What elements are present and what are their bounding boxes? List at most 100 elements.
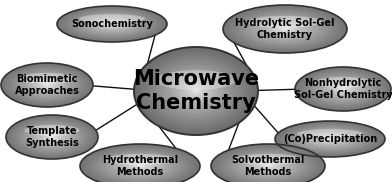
Ellipse shape xyxy=(109,155,171,177)
Ellipse shape xyxy=(152,60,240,122)
Ellipse shape xyxy=(300,129,360,149)
Ellipse shape xyxy=(325,81,361,97)
Ellipse shape xyxy=(30,126,74,148)
Ellipse shape xyxy=(136,165,144,167)
Ellipse shape xyxy=(326,138,334,140)
Ellipse shape xyxy=(127,161,153,171)
Ellipse shape xyxy=(90,17,134,31)
Ellipse shape xyxy=(88,147,192,182)
Ellipse shape xyxy=(257,18,313,40)
Ellipse shape xyxy=(7,66,87,104)
Ellipse shape xyxy=(269,23,301,35)
Ellipse shape xyxy=(225,6,345,52)
Ellipse shape xyxy=(301,70,385,108)
Ellipse shape xyxy=(225,149,311,182)
Ellipse shape xyxy=(165,69,227,113)
Ellipse shape xyxy=(62,8,162,40)
Ellipse shape xyxy=(310,74,376,104)
Ellipse shape xyxy=(278,122,382,156)
Ellipse shape xyxy=(96,19,127,29)
Ellipse shape xyxy=(137,165,143,167)
Ellipse shape xyxy=(280,27,290,31)
Ellipse shape xyxy=(137,49,255,133)
Ellipse shape xyxy=(29,126,75,148)
Ellipse shape xyxy=(185,83,207,99)
Ellipse shape xyxy=(281,123,379,155)
Ellipse shape xyxy=(241,156,295,176)
Ellipse shape xyxy=(236,10,335,48)
Ellipse shape xyxy=(264,165,272,167)
Ellipse shape xyxy=(314,134,346,144)
Ellipse shape xyxy=(24,123,80,151)
Ellipse shape xyxy=(322,136,338,142)
Ellipse shape xyxy=(180,80,212,102)
Ellipse shape xyxy=(182,81,210,101)
Ellipse shape xyxy=(17,71,77,99)
Ellipse shape xyxy=(38,81,56,89)
Ellipse shape xyxy=(157,64,235,118)
Ellipse shape xyxy=(2,63,92,107)
Ellipse shape xyxy=(154,61,238,121)
Ellipse shape xyxy=(287,125,373,153)
Ellipse shape xyxy=(186,84,206,98)
Ellipse shape xyxy=(246,14,324,44)
Ellipse shape xyxy=(308,73,378,105)
Ellipse shape xyxy=(40,131,64,143)
Ellipse shape xyxy=(174,75,218,107)
Ellipse shape xyxy=(39,131,65,143)
Ellipse shape xyxy=(45,134,59,140)
Ellipse shape xyxy=(258,162,278,170)
Ellipse shape xyxy=(147,56,245,126)
Ellipse shape xyxy=(332,84,354,94)
Ellipse shape xyxy=(94,149,186,182)
Ellipse shape xyxy=(255,161,281,171)
Ellipse shape xyxy=(299,129,361,149)
Ellipse shape xyxy=(158,64,234,118)
Ellipse shape xyxy=(132,163,148,169)
Ellipse shape xyxy=(276,121,384,157)
Ellipse shape xyxy=(278,26,292,32)
Ellipse shape xyxy=(64,8,161,40)
Ellipse shape xyxy=(49,136,55,139)
Ellipse shape xyxy=(297,129,363,138)
Ellipse shape xyxy=(98,151,182,181)
Ellipse shape xyxy=(73,11,151,37)
Ellipse shape xyxy=(224,5,346,53)
Ellipse shape xyxy=(44,133,60,141)
Ellipse shape xyxy=(18,120,87,153)
Ellipse shape xyxy=(83,15,140,33)
Ellipse shape xyxy=(14,119,90,155)
Ellipse shape xyxy=(25,124,79,150)
Ellipse shape xyxy=(240,11,330,47)
Ellipse shape xyxy=(134,164,146,168)
Ellipse shape xyxy=(87,16,137,32)
Ellipse shape xyxy=(62,7,162,41)
Ellipse shape xyxy=(48,135,56,139)
Ellipse shape xyxy=(10,117,94,157)
Ellipse shape xyxy=(274,25,296,33)
Ellipse shape xyxy=(260,163,276,169)
Ellipse shape xyxy=(174,76,218,106)
Ellipse shape xyxy=(160,66,232,116)
Ellipse shape xyxy=(125,161,155,171)
Ellipse shape xyxy=(298,128,362,149)
Ellipse shape xyxy=(150,59,242,123)
Ellipse shape xyxy=(263,21,307,37)
Ellipse shape xyxy=(299,69,387,109)
Ellipse shape xyxy=(327,82,359,96)
Ellipse shape xyxy=(293,127,367,151)
Ellipse shape xyxy=(240,155,296,177)
Ellipse shape xyxy=(105,22,119,26)
Ellipse shape xyxy=(295,67,391,111)
Ellipse shape xyxy=(60,7,164,41)
Ellipse shape xyxy=(192,88,200,94)
Ellipse shape xyxy=(46,134,58,140)
Ellipse shape xyxy=(189,86,203,96)
Ellipse shape xyxy=(42,82,53,88)
Ellipse shape xyxy=(302,70,384,108)
Ellipse shape xyxy=(7,116,96,158)
Ellipse shape xyxy=(126,161,154,171)
Ellipse shape xyxy=(238,11,332,47)
Ellipse shape xyxy=(323,80,363,98)
Ellipse shape xyxy=(191,88,201,94)
